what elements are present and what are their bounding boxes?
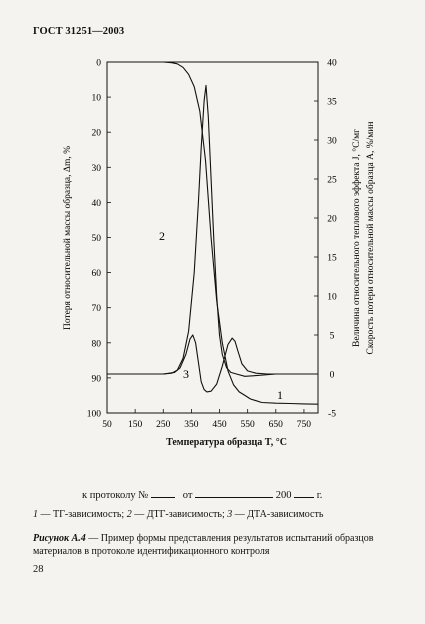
- x-tick-label: 150: [128, 420, 143, 430]
- curve-legend: 1 — ТГ-зависимость; 2 — ДТГ-зависимость;…: [33, 509, 323, 520]
- protocol-line: к протоколу № от 200 г.: [82, 487, 322, 501]
- x-tick-label: 750: [297, 420, 312, 430]
- protocol-from: от: [182, 490, 193, 501]
- y-right-tick-label: 30: [327, 137, 337, 147]
- y-left-axis-title: Потеря относительной массы образца, Δm, …: [62, 146, 73, 330]
- curve-label-1: 1: [277, 388, 283, 402]
- protocol-date-blank: [195, 487, 274, 498]
- y-left-tick-label: 100: [87, 410, 102, 420]
- x-tick-label: 650: [269, 420, 284, 430]
- legend-text-3: — ДТА-зависимость: [232, 509, 324, 520]
- protocol-year: 200: [275, 490, 292, 501]
- x-tick-label: 450: [212, 420, 227, 430]
- curve-2: [107, 84, 318, 377]
- y-right-tick-label: 10: [327, 293, 337, 303]
- legend-text-2: — ДТГ-зависимость;: [131, 509, 228, 520]
- protocol-prefix: к протоколу №: [82, 490, 149, 501]
- chart-ticks: 50 150 250 350 450 550 650 75001020304050607080…: [87, 59, 337, 431]
- y-left-tick-label: 20: [92, 129, 102, 139]
- chart-curve-labels: 1 2 3: [159, 229, 283, 402]
- y-left-tick-label: 90: [92, 374, 102, 384]
- y-right-tick-label: 20: [327, 215, 337, 225]
- chart-axis-titles: Потеря относительной массы образца, Δm, …: [62, 122, 376, 355]
- legend-text-1: — ТГ-зависимость;: [38, 509, 127, 520]
- y-right-axis-title-2: Скорость потери относительной массы обра…: [365, 122, 376, 355]
- y-right-tick-label: -5: [328, 410, 336, 420]
- y-left-tick-label: 70: [92, 304, 102, 314]
- y-left-tick-label: 50: [92, 234, 102, 244]
- y-left-tick-label: 80: [92, 339, 102, 349]
- y-left-tick-label: 0: [96, 59, 101, 69]
- protocol-year-blank: [294, 487, 315, 498]
- x-axis-title: Температура образца T, °C: [166, 437, 287, 448]
- caption-title: Рисунок А.4: [33, 533, 86, 544]
- document-header: ГОСТ 31251—2003: [33, 26, 125, 37]
- thermal-analysis-chart: 50 150 250 350 450 550 650 75001020304050607080…: [62, 59, 376, 431]
- y-left-tick-label: 40: [92, 199, 102, 209]
- plot-frame: [106, 61, 319, 414]
- y-right-axis-title-1: Величина относительного теплового эффект…: [351, 129, 362, 347]
- y-right-tick-label: 0: [330, 371, 335, 381]
- chart-axes: [106, 61, 319, 414]
- legend-num-1: 1: [33, 509, 38, 520]
- figure-caption: Рисунок А.4 — Пример формы представления…: [33, 532, 403, 558]
- curve-1: [107, 61, 319, 405]
- chart-curves: [107, 61, 319, 405]
- x-tick-label: 550: [241, 420, 256, 430]
- y-left-tick-label: 30: [92, 164, 102, 174]
- y-left-tick-label: 10: [92, 94, 102, 104]
- y-right-tick-label: 35: [327, 98, 337, 108]
- protocol-suffix: г.: [316, 490, 323, 501]
- legend-num-3: 3: [227, 509, 233, 520]
- x-tick-label: 50: [102, 420, 112, 430]
- page-number: 28: [33, 564, 44, 575]
- y-left-tick-label: 60: [92, 269, 102, 279]
- y-right-tick-label: 15: [327, 254, 337, 264]
- caption-text: — Пример формы представления результатов…: [33, 533, 374, 557]
- legend-num-2: 2: [126, 509, 132, 520]
- y-right-tick-label: 5: [330, 332, 335, 342]
- curve-3: [107, 334, 318, 393]
- curve-label-3: 3: [183, 367, 189, 381]
- y-right-tick-label: 40: [327, 59, 337, 69]
- y-right-tick-label: 25: [327, 176, 337, 186]
- x-tick-label: 250: [156, 420, 171, 430]
- x-tick-label: 350: [184, 420, 199, 430]
- protocol-number-blank: [150, 487, 175, 498]
- curve-label-2: 2: [159, 229, 165, 243]
